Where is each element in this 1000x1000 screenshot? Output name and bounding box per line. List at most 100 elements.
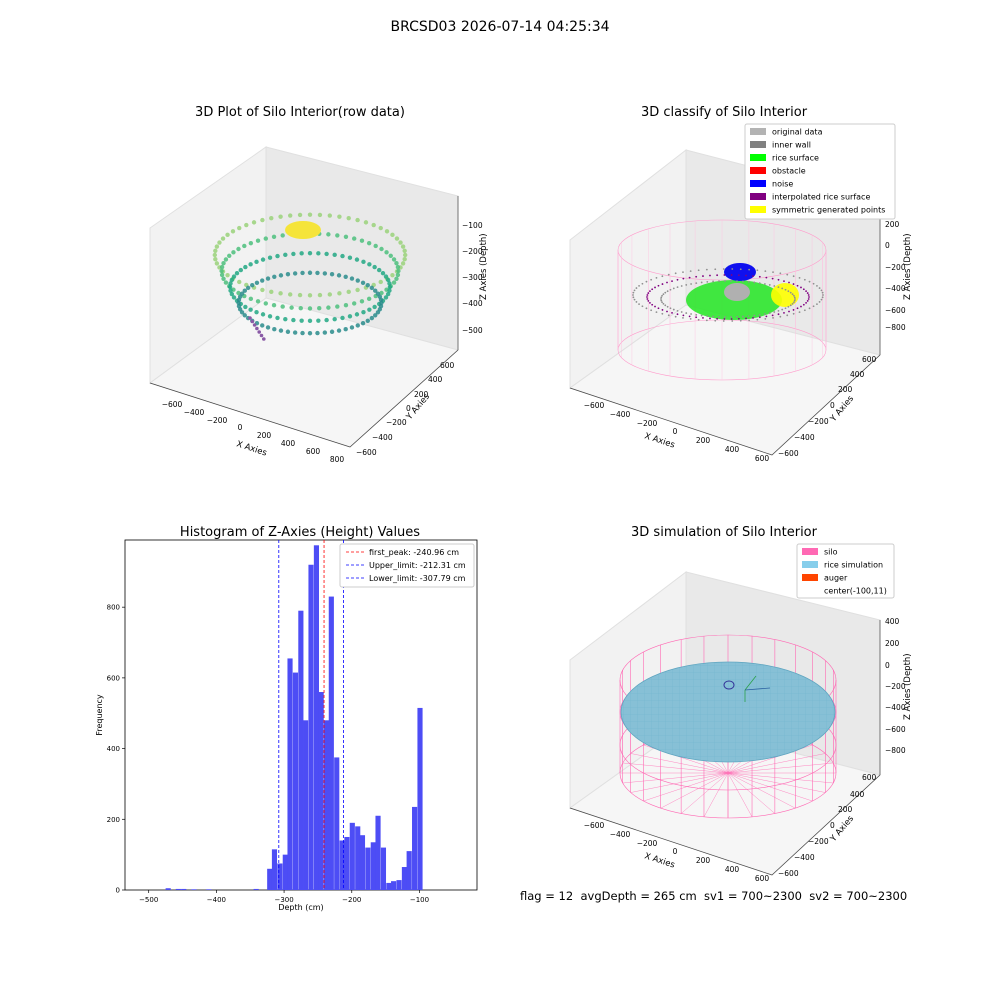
legend-label: obstacle [772, 167, 806, 176]
simulation-xtick: 200 [696, 856, 711, 865]
classify-scatter-point [764, 270, 767, 272]
classify-scatter-point [742, 315, 744, 318]
raw-scatter-point [354, 312, 360, 317]
histogram-bar [386, 882, 392, 890]
histogram-bar [165, 888, 171, 890]
raw-scatter-point [335, 304, 340, 309]
classify-scatter-point [661, 275, 664, 278]
raw-scatter-point [343, 274, 348, 280]
classify-legend: original data inner wall rice surface obsta… [744, 123, 896, 220]
raw-scatter-point [219, 264, 225, 270]
histogram-xtick: −300 [274, 896, 293, 904]
classify-scatter-point [682, 314, 685, 317]
histogram-bar [277, 863, 283, 890]
raw-scatter-point [346, 215, 351, 221]
classify-scatter-point [661, 294, 663, 297]
raw-scatter-point [307, 318, 313, 324]
raw-scatter-point [317, 306, 322, 311]
classify-scatter-point [821, 296, 824, 299]
legend-swatch [802, 574, 818, 581]
classify-scatter-point [818, 301, 821, 303]
classify-scatter-point [724, 316, 726, 318]
classify-scatter-point [756, 269, 759, 272]
classify-scatter-point [730, 318, 733, 320]
histogram-bar [253, 888, 259, 890]
classify-scatter-point [807, 298, 810, 300]
raw-scatter-point [360, 280, 366, 285]
classify-scatter-point [777, 309, 780, 312]
raw-scatter-point [219, 272, 225, 278]
classify-scatter-point [803, 309, 806, 312]
classify-scatter-point [702, 317, 704, 319]
raw-scatter-point [272, 274, 277, 280]
classify-scatter-point [798, 311, 801, 314]
classify-scatter-point [712, 280, 714, 283]
raw-scatter-point [289, 305, 294, 310]
classify-scatter-point [697, 318, 700, 321]
classify-scatter-point [705, 268, 708, 271]
raw-scatter-point [260, 312, 266, 317]
classify-scatter-point [654, 286, 656, 289]
classify-scatter-point [783, 312, 785, 314]
raw-scatter-point [383, 295, 389, 300]
classify-scatter-point [784, 307, 787, 310]
classify-scatter-point [807, 294, 810, 296]
raw-scatter-point [315, 270, 320, 276]
histogram-bar [401, 867, 408, 890]
classify-scatter-point [705, 319, 708, 322]
classify-scatter-point [660, 296, 663, 299]
simulation-yticks: −600 −400 −200 0 200 400 600 [778, 773, 877, 878]
raw-scatter-point [361, 309, 366, 315]
raw-ytick: −200 [386, 418, 407, 427]
classify-xticks: −600 −400 −200 0 200 400 600 [584, 401, 770, 463]
histogram-bar [344, 836, 350, 890]
histogram-bar [181, 888, 187, 890]
histogram-bar [313, 545, 320, 890]
classify-scatter-point [764, 318, 767, 320]
raw-xtick: 400 [281, 439, 296, 448]
raw-scatter-point [367, 262, 372, 267]
raw-scatter-point [322, 330, 328, 335]
classify-scatter-point [786, 314, 789, 317]
classify-scatter-point [690, 313, 692, 315]
raw-scatter-point [227, 253, 232, 258]
histogram-bar [175, 888, 181, 890]
classify-scatter-point [805, 301, 807, 304]
raw-scatter-point [326, 232, 331, 237]
classify-scatter-point [756, 318, 759, 321]
classify-scatter-point [794, 298, 796, 300]
raw-scatter-point [324, 251, 329, 257]
simulation-xticks: −600 −400 −200 0 200 400 600 [584, 821, 770, 883]
simulation-ytick: 600 [862, 773, 877, 782]
raw-scatter-point [259, 333, 264, 338]
classify-ytick: 400 [850, 370, 865, 379]
classify-scatter-point [822, 294, 824, 296]
raw-scatter-point [366, 296, 372, 302]
raw-scatter-point [236, 246, 241, 252]
raw-scatter-point [337, 291, 342, 296]
raw-scatter-point [322, 271, 328, 276]
classify-scatter-point [695, 282, 698, 285]
classify-scatter-point [638, 284, 640, 287]
classify-scatter-point [808, 280, 811, 283]
histogram-panel: Histogram of Z-Axies (Height) Values −50… [95, 525, 478, 912]
classify-scatter-point [742, 280, 744, 283]
raw-scatter-point [372, 304, 377, 310]
histogram-xtick: −500 [139, 896, 158, 904]
raw-scatter-point [394, 276, 399, 281]
raw-scatter-point [352, 236, 357, 241]
classify-scatter-point [789, 304, 792, 307]
simulation-rice-surface [620, 661, 836, 763]
classify-scatter-point [680, 311, 683, 313]
legend-label: interpolated rice surface [772, 193, 870, 202]
raw-xtick: −600 [162, 400, 183, 409]
raw-scatter-point [316, 251, 321, 256]
raw-scatter-point [391, 280, 397, 285]
raw-scatter-point [260, 278, 265, 283]
raw-scatter-point [355, 323, 360, 328]
raw-scatter-point [400, 244, 406, 249]
classify-scatter-point [816, 303, 818, 306]
raw-xtick: −200 [207, 416, 228, 425]
classify-scatter-point [779, 272, 782, 275]
classify-scatter-point [654, 305, 656, 308]
